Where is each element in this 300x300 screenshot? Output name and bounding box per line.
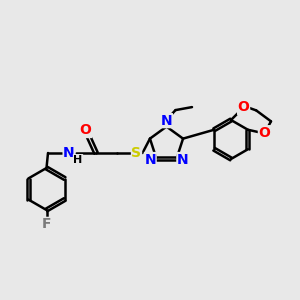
Text: N: N <box>161 114 172 128</box>
Text: F: F <box>42 218 51 231</box>
Text: S: S <box>131 146 142 160</box>
Text: O: O <box>258 126 270 140</box>
Text: H: H <box>74 154 82 165</box>
Text: O: O <box>238 100 250 114</box>
Text: N: N <box>63 146 75 160</box>
Text: N: N <box>177 153 188 166</box>
Text: O: O <box>80 124 92 137</box>
Text: N: N <box>145 153 156 166</box>
